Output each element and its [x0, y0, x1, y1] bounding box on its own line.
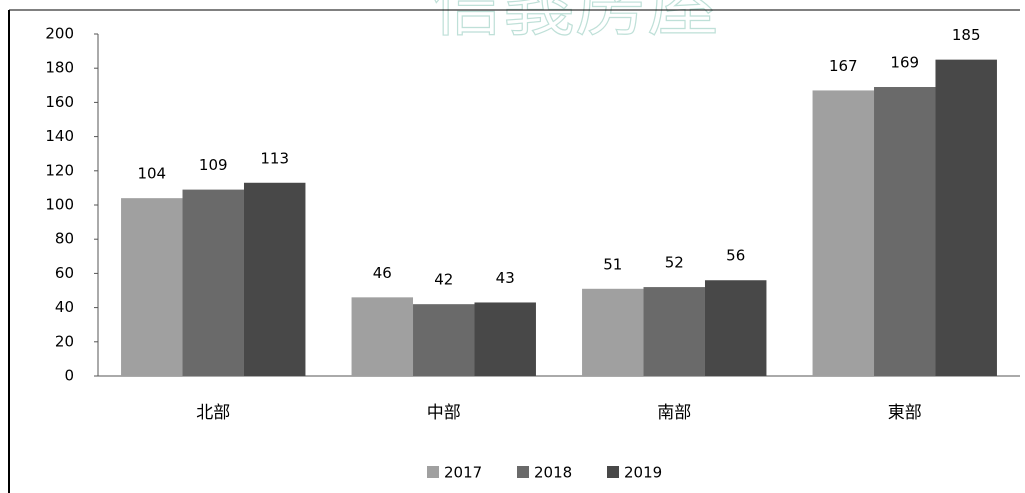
y-tick-label: 0: [64, 367, 74, 385]
bar: [351, 297, 414, 376]
data-label: 56: [726, 247, 745, 265]
y-tick-label: 20: [55, 332, 74, 350]
bar: [582, 288, 644, 376]
data-label: 51: [603, 255, 622, 273]
y-tick-label: 100: [45, 196, 74, 214]
x-tick-label: 北部: [196, 403, 230, 423]
watermark: 信義房屋: [431, 0, 719, 46]
y-tick-label: 60: [55, 264, 74, 282]
legend-swatch: [607, 466, 619, 478]
bar: [121, 198, 183, 376]
y-tick-label: 140: [45, 127, 74, 145]
y-tick-label: 80: [55, 230, 74, 248]
x-tick-label: 中部: [427, 403, 461, 423]
bar: [874, 87, 936, 376]
data-label: 42: [434, 271, 453, 289]
data-label: 104: [137, 165, 166, 183]
data-label: 52: [665, 254, 684, 272]
legend-label: 2019: [624, 464, 662, 482]
bar: [935, 59, 997, 377]
x-tick-label: 東部: [888, 403, 922, 423]
data-label: 109: [199, 156, 228, 174]
y-tick-label: 120: [45, 161, 74, 179]
y-tick-label: 180: [45, 59, 74, 77]
data-label: 185: [952, 26, 981, 44]
bar: [643, 287, 705, 376]
legend-label: 2017: [444, 464, 482, 482]
bar: [704, 280, 767, 376]
y-tick-label: 160: [45, 93, 74, 111]
legend-label: 2018: [534, 464, 572, 482]
data-label: 169: [890, 54, 919, 72]
legend-swatch: [427, 466, 439, 478]
y-tick-label: 40: [55, 298, 74, 316]
data-label: 43: [496, 269, 515, 287]
legend-swatch: [517, 466, 529, 478]
bar: [413, 304, 475, 376]
bar: [474, 302, 536, 376]
bar: [182, 189, 244, 376]
bar: [812, 90, 875, 377]
x-tick-label: 南部: [657, 403, 691, 423]
y-tick-label: 200: [45, 25, 74, 43]
data-label: 167: [829, 57, 858, 75]
data-label: 46: [373, 264, 392, 282]
data-label: 113: [260, 149, 289, 167]
bar: [243, 182, 306, 376]
